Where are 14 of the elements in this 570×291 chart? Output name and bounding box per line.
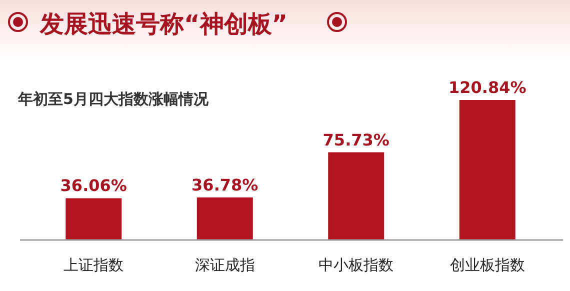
x-tick-label: 创业板指数 bbox=[450, 256, 525, 274]
data-label: 120.84% bbox=[448, 78, 526, 97]
bar bbox=[196, 197, 253, 240]
data-label: 75.73% bbox=[322, 130, 390, 150]
data-label: 36.06% bbox=[60, 176, 127, 196]
bar bbox=[328, 152, 384, 240]
x-tick-label: 中小板指数 bbox=[318, 256, 394, 274]
data-label: 36.78% bbox=[192, 175, 258, 194]
bar bbox=[459, 100, 516, 240]
chart-title: 发展迅速号称“神创板” bbox=[39, 10, 288, 38]
chart-subtitle: 年初至5月四大指数涨幅情况 bbox=[17, 90, 210, 108]
x-tick-label: 上证指数 bbox=[64, 256, 124, 274]
bar bbox=[66, 198, 122, 240]
x-tick-label: 深证成指 bbox=[194, 256, 255, 274]
